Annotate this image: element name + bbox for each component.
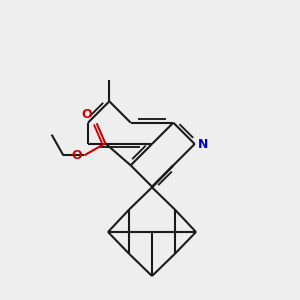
Text: O: O: [71, 149, 82, 162]
Text: N: N: [198, 137, 208, 151]
Text: O: O: [82, 108, 92, 121]
